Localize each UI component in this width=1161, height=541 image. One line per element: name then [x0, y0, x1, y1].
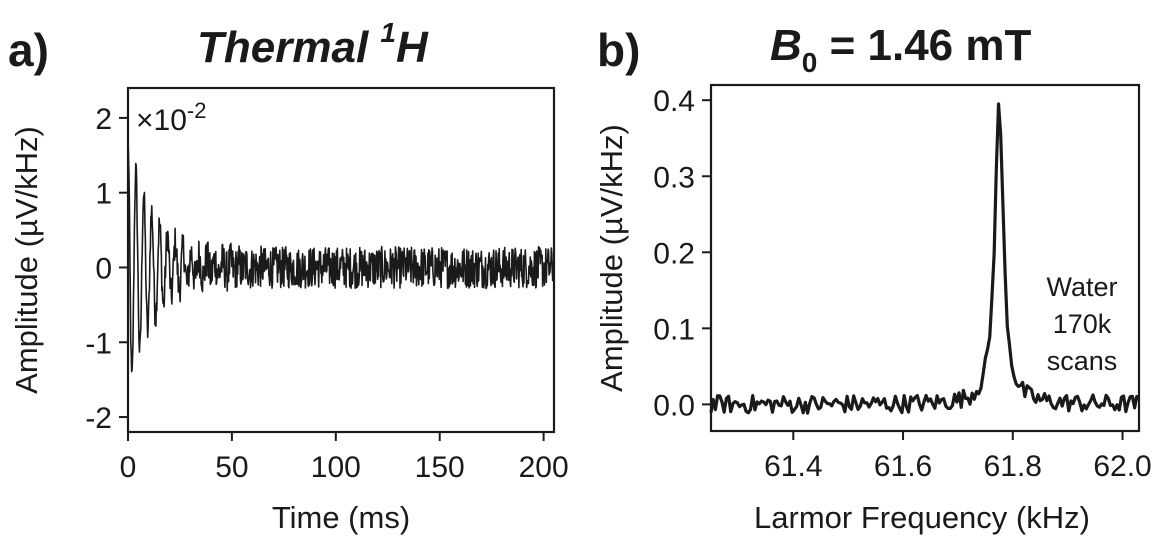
panel-a-xlabel: Time (ms)	[272, 500, 410, 535]
y-tick-label: 0	[95, 252, 112, 285]
panel-b-spectrum	[709, 102, 1141, 415]
y-tick-label: 1	[95, 178, 112, 211]
panel-a-multiplier: ×10-2	[136, 98, 206, 137]
x-tick-label: 100	[311, 451, 361, 484]
panel-b: b) B0 = 1.46 mT 0.0 0.1 0.2 0.3 0.4 61.4 61.6…	[594, 21, 1152, 535]
panel-a-ylabel: Amplitude (µV/kHz)	[9, 126, 44, 394]
panel-a-title-main: Thermal	[197, 23, 380, 72]
x-tick-label: 61.6	[874, 450, 932, 483]
panel-b-title-sub: 0	[802, 47, 818, 78]
panel-a-y-axis: -2 -1 0 1 2	[85, 103, 128, 435]
panel-a-letter: a)	[8, 24, 49, 76]
panel-b-ylabel: Amplitude (µV/kHz)	[594, 124, 629, 392]
y-tick-label: 0.4	[653, 85, 695, 118]
panel-b-y-axis: 0.0 0.1 0.2 0.3 0.4	[653, 85, 711, 422]
y-tick-label: 0.2	[653, 237, 695, 270]
panel-b-plot-frame	[709, 83, 1141, 433]
x-tick-label: 0	[120, 451, 137, 484]
panel-a-title-tail: H	[396, 23, 429, 72]
y-tick-label: 0.3	[653, 161, 695, 194]
x-tick-label: 50	[215, 451, 248, 484]
panel-a-multiplier-exp: -2	[187, 98, 207, 123]
panel-b-letter: b)	[597, 24, 640, 76]
y-tick-label: 0.0	[653, 389, 695, 422]
x-tick-label: 200	[519, 451, 569, 484]
panel-b-xlabel: Larmor Frequency (kHz)	[754, 500, 1090, 535]
panel-b-title-b: B	[770, 21, 802, 70]
panel-b-x-axis: 61.4 61.6 61.8 62.0	[764, 431, 1152, 483]
panel-a-series-line	[127, 136, 555, 373]
panel-b-annotation-line-3: scans	[1047, 346, 1118, 376]
x-tick-label: 150	[415, 451, 465, 484]
x-tick-label: 61.4	[764, 450, 822, 483]
x-tick-label: 61.8	[984, 450, 1042, 483]
panel-b-title: B0 = 1.46 mT	[770, 21, 1031, 78]
panel-a-multiplier-prefix: ×10	[136, 104, 187, 137]
panel-b-title-rest: = 1.46 mT	[817, 21, 1031, 70]
panel-b-annotation-line-1: Water	[1046, 272, 1117, 302]
panel-a-signal	[127, 136, 555, 373]
panel-b-series-line	[709, 102, 1141, 415]
panel-a-title: Thermal 1H	[197, 17, 429, 72]
y-tick-label: 0.1	[653, 313, 695, 346]
panel-a-x-axis: 0 50 100 150 200	[120, 432, 569, 484]
panel-a-plot-frame	[126, 86, 556, 434]
y-tick-label: -2	[85, 402, 112, 435]
x-tick-label: 62.0	[1093, 450, 1151, 483]
panel-a-title-sup: 1	[380, 17, 396, 48]
y-tick-label: 2	[95, 103, 112, 136]
panel-b-annotation: Water 170k scans	[1046, 272, 1117, 376]
panel-b-annotation-line-2: 170k	[1053, 309, 1112, 339]
y-tick-label: -1	[85, 327, 112, 360]
